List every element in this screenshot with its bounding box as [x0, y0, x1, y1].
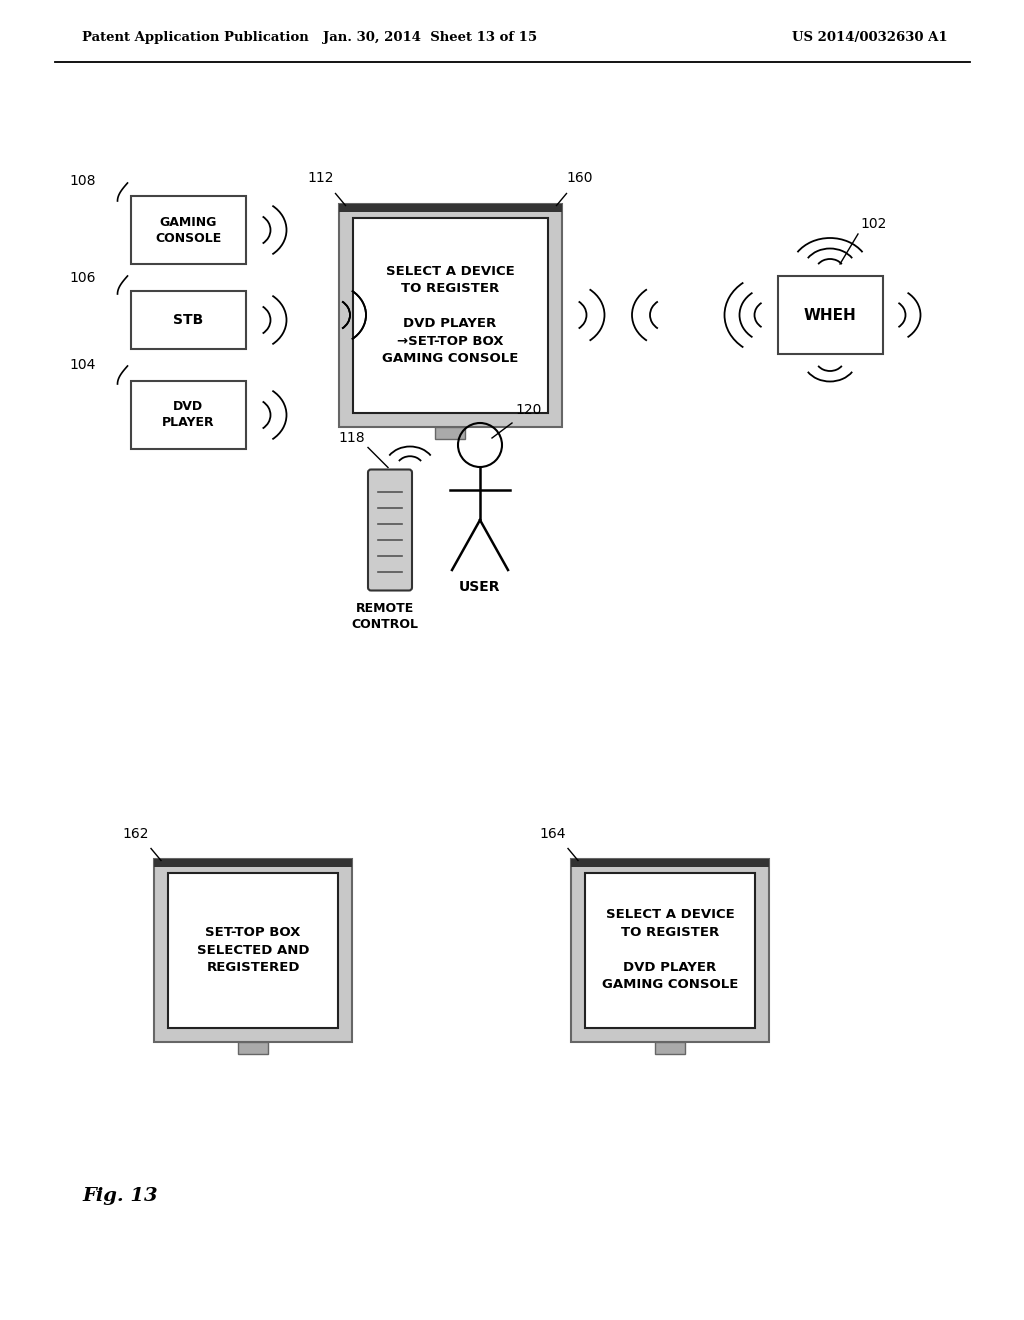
FancyBboxPatch shape	[368, 470, 412, 590]
Text: 106: 106	[69, 271, 95, 285]
Text: Jan. 30, 2014  Sheet 13 of 15: Jan. 30, 2014 Sheet 13 of 15	[323, 30, 537, 44]
Bar	[352, 218, 548, 412]
Bar	[154, 858, 352, 1041]
Text: REMOTE
CONTROL: REMOTE CONTROL	[351, 602, 419, 631]
Text: 108: 108	[69, 174, 95, 187]
Text: 162: 162	[123, 826, 150, 841]
Text: Patent Application Publication: Patent Application Publication	[82, 30, 309, 44]
Bar	[585, 873, 755, 1027]
Text: 102: 102	[860, 216, 887, 231]
Text: 112: 112	[307, 172, 334, 186]
Bar	[154, 858, 352, 866]
Text: Fig. 13: Fig. 13	[82, 1187, 158, 1205]
Bar	[130, 381, 246, 449]
Bar	[571, 858, 769, 866]
Text: US 2014/0032630 A1: US 2014/0032630 A1	[793, 30, 948, 44]
Text: SET-TOP BOX
SELECTED AND
REGISTERED: SET-TOP BOX SELECTED AND REGISTERED	[197, 927, 309, 974]
Text: 160: 160	[566, 172, 593, 186]
Text: 120: 120	[515, 403, 542, 417]
Bar	[339, 203, 561, 426]
Text: GAMING
CONSOLE: GAMING CONSOLE	[155, 215, 221, 244]
Text: DVD
PLAYER: DVD PLAYER	[162, 400, 214, 429]
Bar	[168, 873, 338, 1027]
Bar	[130, 195, 246, 264]
Text: 118: 118	[338, 430, 365, 445]
Text: 104: 104	[70, 358, 95, 372]
Bar	[571, 858, 769, 1041]
Bar	[238, 1041, 268, 1053]
Text: STB: STB	[173, 313, 203, 327]
Text: WHEH: WHEH	[804, 308, 856, 322]
Bar	[130, 290, 246, 348]
Text: SELECT A DEVICE
TO REGISTER

DVD PLAYER
GAMING CONSOLE: SELECT A DEVICE TO REGISTER DVD PLAYER G…	[602, 908, 738, 991]
Bar	[339, 203, 561, 211]
Bar	[435, 426, 465, 438]
Bar	[777, 276, 883, 354]
Text: 164: 164	[540, 826, 566, 841]
Text: USER: USER	[459, 579, 501, 594]
Text: SELECT A DEVICE
TO REGISTER

DVD PLAYER
→SET-TOP BOX
GAMING CONSOLE: SELECT A DEVICE TO REGISTER DVD PLAYER →…	[382, 265, 518, 366]
Bar	[655, 1041, 685, 1053]
